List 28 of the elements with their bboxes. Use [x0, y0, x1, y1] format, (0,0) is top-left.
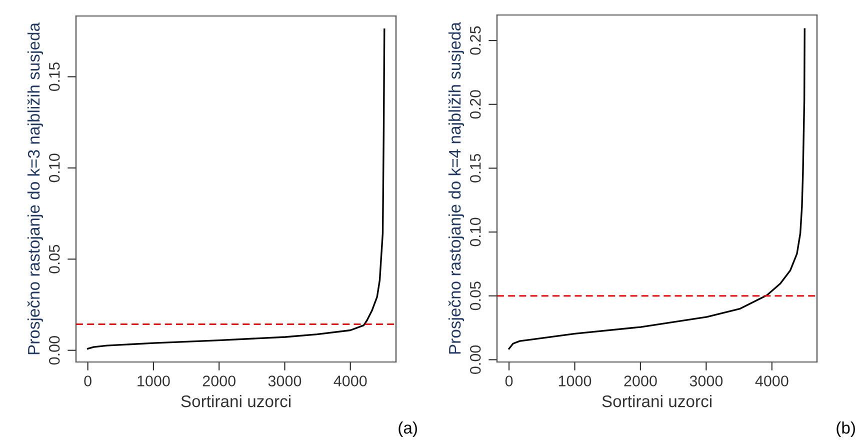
- y-tick-label: 0.00: [470, 345, 481, 374]
- x-tick-label: 4000: [755, 376, 788, 386]
- x-tick-label: 1000: [558, 376, 592, 386]
- x-tick-label: 3000: [268, 376, 302, 386]
- x-tick-label: 1000: [138, 376, 170, 386]
- x-tick-label: 2000: [202, 376, 236, 386]
- y-tick-label: 0.10: [48, 154, 60, 182]
- y-tick-label: 0.00: [48, 336, 60, 365]
- y-tick-label: 0.05: [48, 244, 60, 274]
- text: (b): [836, 421, 855, 437]
- text: (a): [398, 421, 417, 437]
- y-axis-title: Prosječno rastojanje do k=3 najbližih susjeda: [27, 22, 44, 354]
- x-axis-title: Sortirani uzorci: [602, 394, 712, 408]
- x-tick-label: 0: [84, 376, 92, 386]
- y-axis-title: Prosječno rastojanje do k=4 najbližih susjeda: [448, 22, 464, 354]
- y-tick-label: 0.15: [48, 62, 60, 92]
- x-axis-title: Sortirani uzorci: [181, 394, 290, 408]
- y-tick-label: 0.10: [470, 218, 481, 246]
- y-tick-label: 0.15: [470, 154, 481, 182]
- y-tick-label: 0.25: [470, 26, 481, 55]
- y-tick-label: 0.20: [470, 90, 481, 119]
- line-series: [508, 28, 806, 350]
- line-series: [86, 28, 386, 350]
- y-tick-label: 0.05: [470, 282, 481, 310]
- x-tick-label: 4000: [334, 376, 367, 386]
- x-tick-label: 3000: [690, 376, 723, 386]
- x-tick-label: 0: [505, 376, 513, 386]
- x-tick-label: 2000: [624, 376, 657, 386]
